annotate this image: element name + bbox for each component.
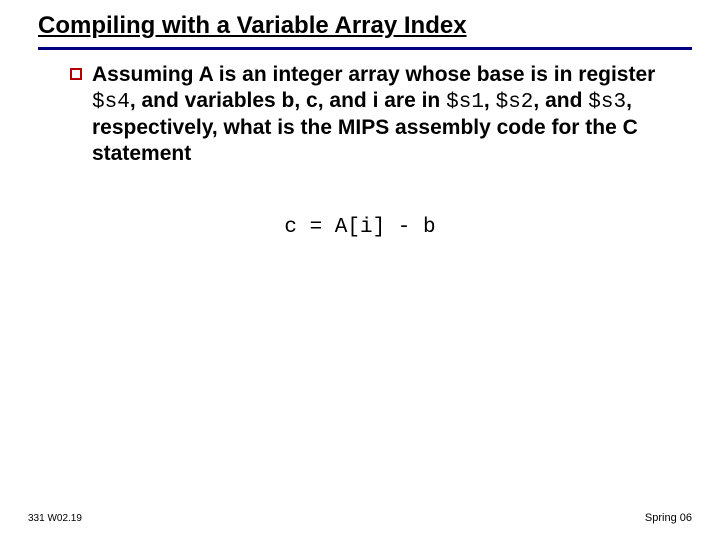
code-statement: c = A[i] - b xyxy=(0,216,720,239)
text-seg: , and xyxy=(533,89,588,112)
code-inline: $s1 xyxy=(446,91,484,114)
text-seg: , xyxy=(484,89,496,112)
title-underline-rule xyxy=(38,47,692,50)
text-seg: , and variables b, c, and i are in xyxy=(130,89,446,112)
code-inline: $s2 xyxy=(496,91,534,114)
slide: Compiling with a Variable Array Index As… xyxy=(0,0,720,540)
code-inline: $s3 xyxy=(588,91,626,114)
text-seg: Assuming A is an integer array whose bas… xyxy=(92,63,655,86)
footer-left: 331 W02.19 xyxy=(28,513,82,524)
title-region: Compiling with a Variable Array Index xyxy=(38,12,682,40)
slide-title: Compiling with a Variable Array Index xyxy=(38,12,467,39)
code-inline: $s4 xyxy=(92,91,130,114)
square-bullet-icon xyxy=(70,68,82,80)
bullet-text: Assuming A is an integer array whose bas… xyxy=(92,62,672,166)
footer-right: Spring 06 xyxy=(645,512,692,524)
bullet-item: Assuming A is an integer array whose bas… xyxy=(70,62,672,166)
body-region: Assuming A is an integer array whose bas… xyxy=(70,62,672,166)
